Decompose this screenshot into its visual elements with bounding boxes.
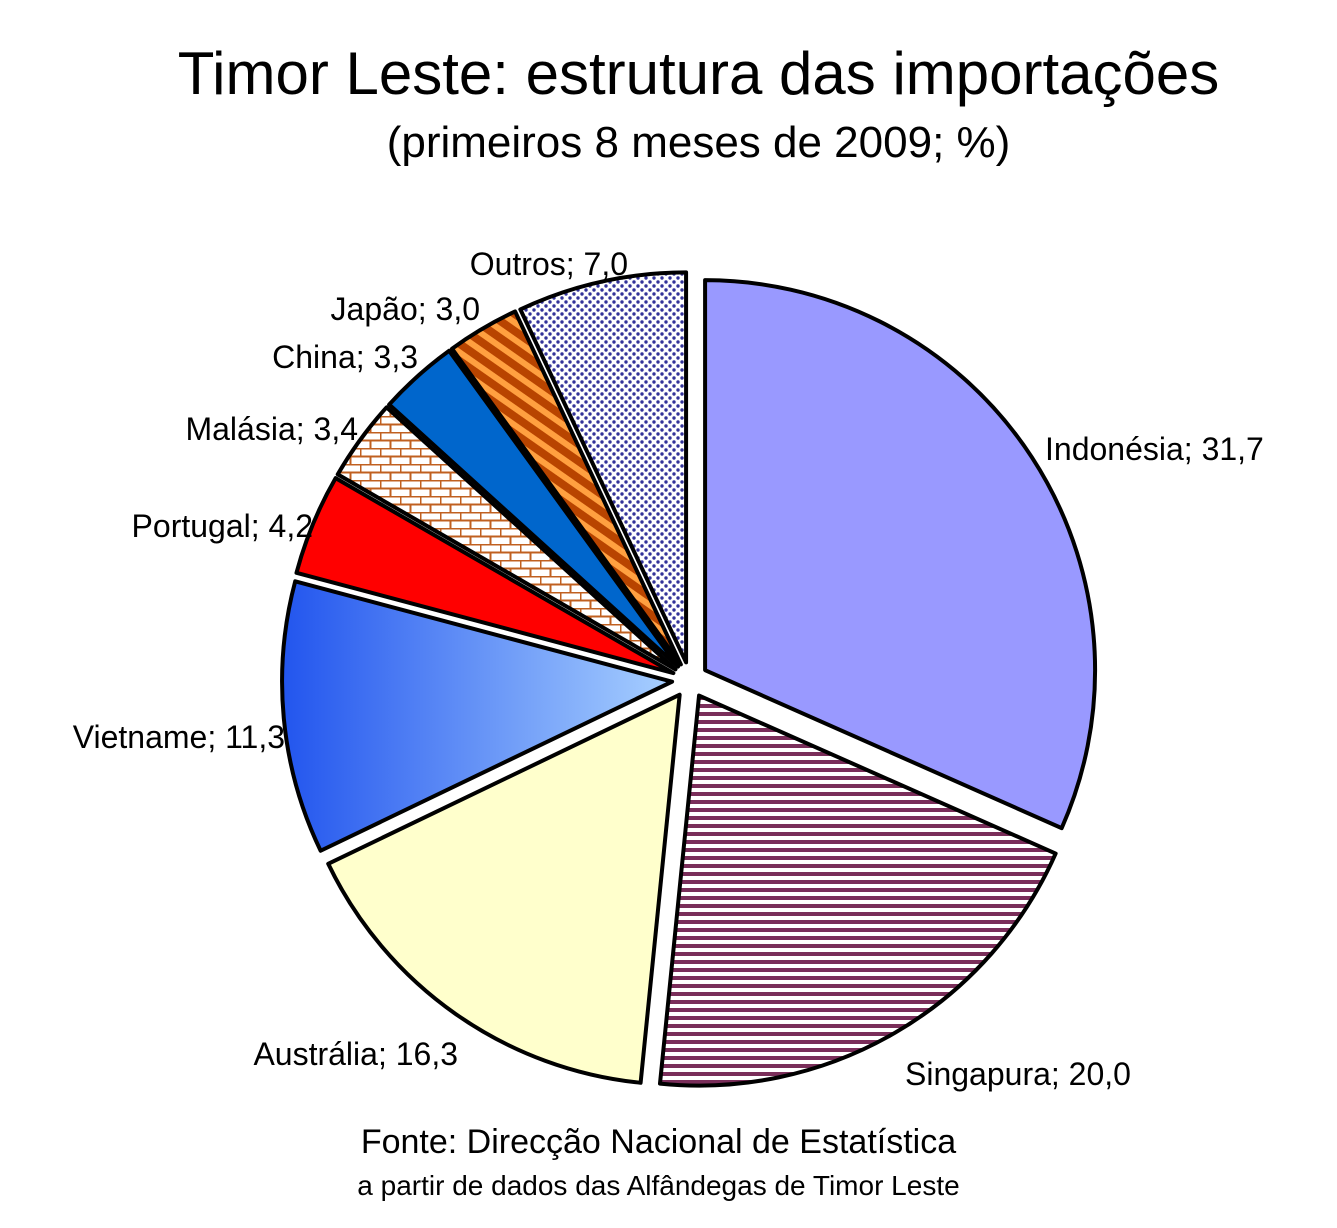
pie-slice-portugal xyxy=(294,476,676,676)
slice-label-outros: Outros; 7,0 xyxy=(470,246,628,282)
slice-label-singapura: Singapura; 20,0 xyxy=(905,1056,1131,1092)
pie-slice-vietname xyxy=(280,579,675,853)
slice-label-japao: Japão; 3,0 xyxy=(331,291,480,327)
slice-label-australia: Austrália; 16,3 xyxy=(253,1036,458,1072)
pie-slice-singapura xyxy=(657,693,1058,1088)
chart-subtitle: (primeiros 8 meses de 2009; %) xyxy=(386,118,1011,167)
pie-slice-china xyxy=(387,348,680,669)
slice-label-china: China; 3,3 xyxy=(272,339,418,375)
pie-slice-japao xyxy=(450,309,683,667)
slice-label-vietname: Vietname; 11,3 xyxy=(73,719,285,755)
chart-title: Timor Leste: estrutura das importações xyxy=(177,40,1220,107)
slice-label-portugal: Portugal; 4,2 xyxy=(132,508,313,544)
pie-slice-australia xyxy=(326,692,682,1085)
pie-slice-outros xyxy=(518,270,689,665)
slice-label-malasia: Malásia; 3,4 xyxy=(185,411,358,447)
pie-slice-indonesia xyxy=(703,278,1098,831)
source-detail: a partir de dados das Alfândegas de Timo… xyxy=(357,1170,960,1201)
slice-label-indonesia: Indonésia; 31,7 xyxy=(1045,431,1264,467)
source-note: Fonte: Direcção Nacional de Estatística xyxy=(360,1123,957,1161)
pie-slice-malasia xyxy=(335,405,678,672)
